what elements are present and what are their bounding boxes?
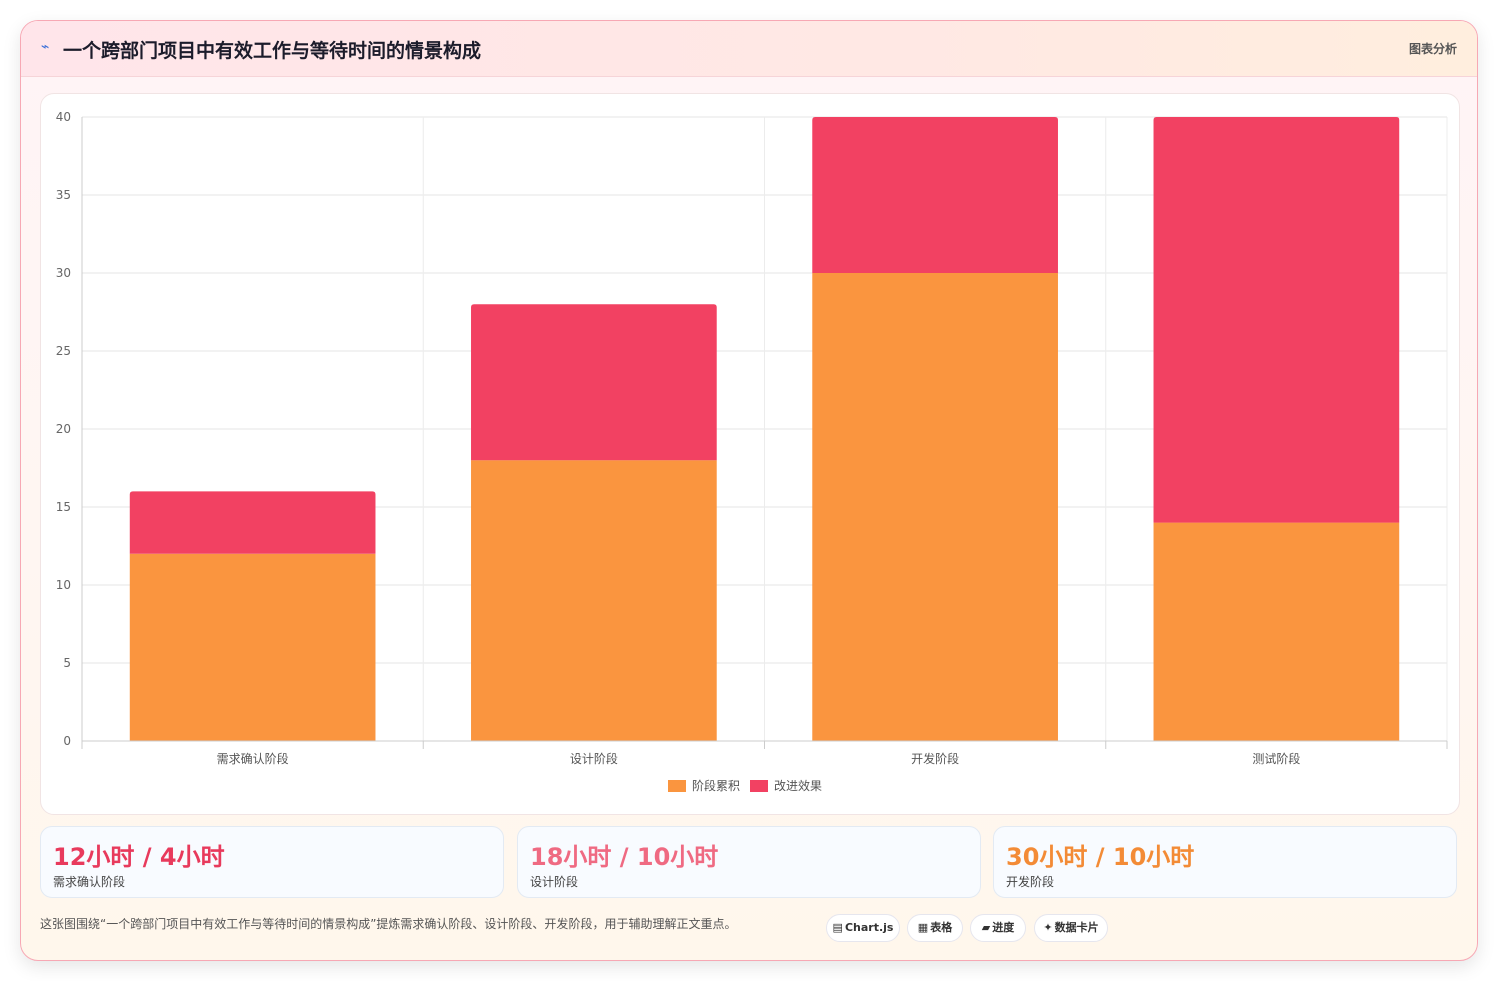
stat-label: 需求确认阶段 <box>53 875 126 889</box>
y-tick-label: 5 <box>63 656 71 670</box>
stat-value: 12小时 / 4小时 <box>53 843 225 871</box>
card-header: ⌁ 一个跨部门项目中有效工作与等待时间的情景构成 图表分析 <box>21 21 1477 77</box>
y-tick-label: 30 <box>56 266 71 280</box>
legend-swatch <box>750 780 768 792</box>
legend-label: 阶段累积 <box>692 778 740 793</box>
bar-segment <box>129 491 376 554</box>
chart-axes: 0 5 10 15 20 25 30 35 40 需求确认阶段 设计阶段 开发阶段 测试阶段 <box>56 110 1448 766</box>
footer-caption: 这张图围绕“一个跨部门项目中有效工作与等待时间的情景构成”提炼需求确认阶段、设计… <box>40 917 737 931</box>
bar-segment <box>471 304 717 461</box>
spark-icon: ⌁ <box>41 39 50 55</box>
x-tick-label: 设计阶段 <box>570 751 618 766</box>
pill-data-card[interactable]: ✦ 数据卡片 <box>1034 914 1108 942</box>
stat-card-2: 18小时 / 10小时 设计阶段 <box>517 826 981 898</box>
pill-label: 数据卡片 <box>1054 921 1099 934</box>
pill-table[interactable]: ▦ 表格 <box>907 914 963 942</box>
y-tick-label: 25 <box>56 344 71 358</box>
stat-card-1: 12小时 / 4小时 需求确认阶段 <box>40 826 504 898</box>
sparkle-icon: ✦ <box>1043 921 1053 934</box>
y-tick-label: 15 <box>56 500 71 514</box>
pill-label: 表格 <box>930 921 953 934</box>
y-tick-label: 40 <box>56 110 71 124</box>
pill-label: Chart.js <box>844 921 894 934</box>
stat-value: 30小时 / 10小时 <box>1006 843 1195 871</box>
pill-progress[interactable]: ▰ 进度 <box>970 914 1026 942</box>
bar-segment <box>1153 117 1400 523</box>
progress-icon: ▰ <box>981 921 991 934</box>
x-tick-label: 需求确认阶段 <box>217 751 289 766</box>
y-tick-label: 35 <box>56 188 71 202</box>
chart-container: 0 5 10 15 20 25 30 35 40 需求确认阶段 设计阶段 开发阶段 测试阶段 阶段累积 改… <box>40 93 1460 815</box>
y-tick-label: 10 <box>56 578 71 592</box>
stat-value: 18小时 / 10小时 <box>530 843 719 871</box>
chart-legend: 阶段累积 改进效果 <box>668 778 822 793</box>
x-tick-label: 测试阶段 <box>1252 751 1300 766</box>
header-tag: 图表分析 <box>1408 42 1457 56</box>
x-tick-label: 开发阶段 <box>911 751 959 766</box>
bar-segment <box>471 460 717 741</box>
stat-card-3: 30小时 / 10小时 开发阶段 <box>993 826 1457 898</box>
bar-segment <box>812 273 1058 741</box>
legend-swatch <box>668 780 686 792</box>
chart-card: ⌁ 一个跨部门项目中有效工作与等待时间的情景构成 图表分析 0 5 10 15 20 25… <box>20 20 1478 961</box>
bar-segment <box>812 117 1058 273</box>
chart-bars <box>129 117 1400 741</box>
chart-icon: ▤ <box>832 921 843 934</box>
pill-label: 进度 <box>992 921 1015 934</box>
y-tick-label: 20 <box>56 422 71 436</box>
legend-label: 改进效果 <box>774 778 822 793</box>
bar-segment <box>129 553 376 741</box>
y-tick-label: 0 <box>63 734 71 748</box>
stacked-bar-chart: 0 5 10 15 20 25 30 35 40 需求确认阶段 设计阶段 开发阶段 测试阶段 阶段累积 改… <box>56 110 1448 793</box>
bar-segment <box>1153 522 1400 741</box>
pill-chartjs[interactable]: ▤ Chart.js <box>826 914 900 942</box>
stat-label: 设计阶段 <box>530 875 579 889</box>
table-icon: ▦ <box>917 921 929 934</box>
stat-label: 开发阶段 <box>1006 875 1055 889</box>
page-title: 一个跨部门项目中有效工作与等待时间的情景构成 <box>63 40 482 62</box>
